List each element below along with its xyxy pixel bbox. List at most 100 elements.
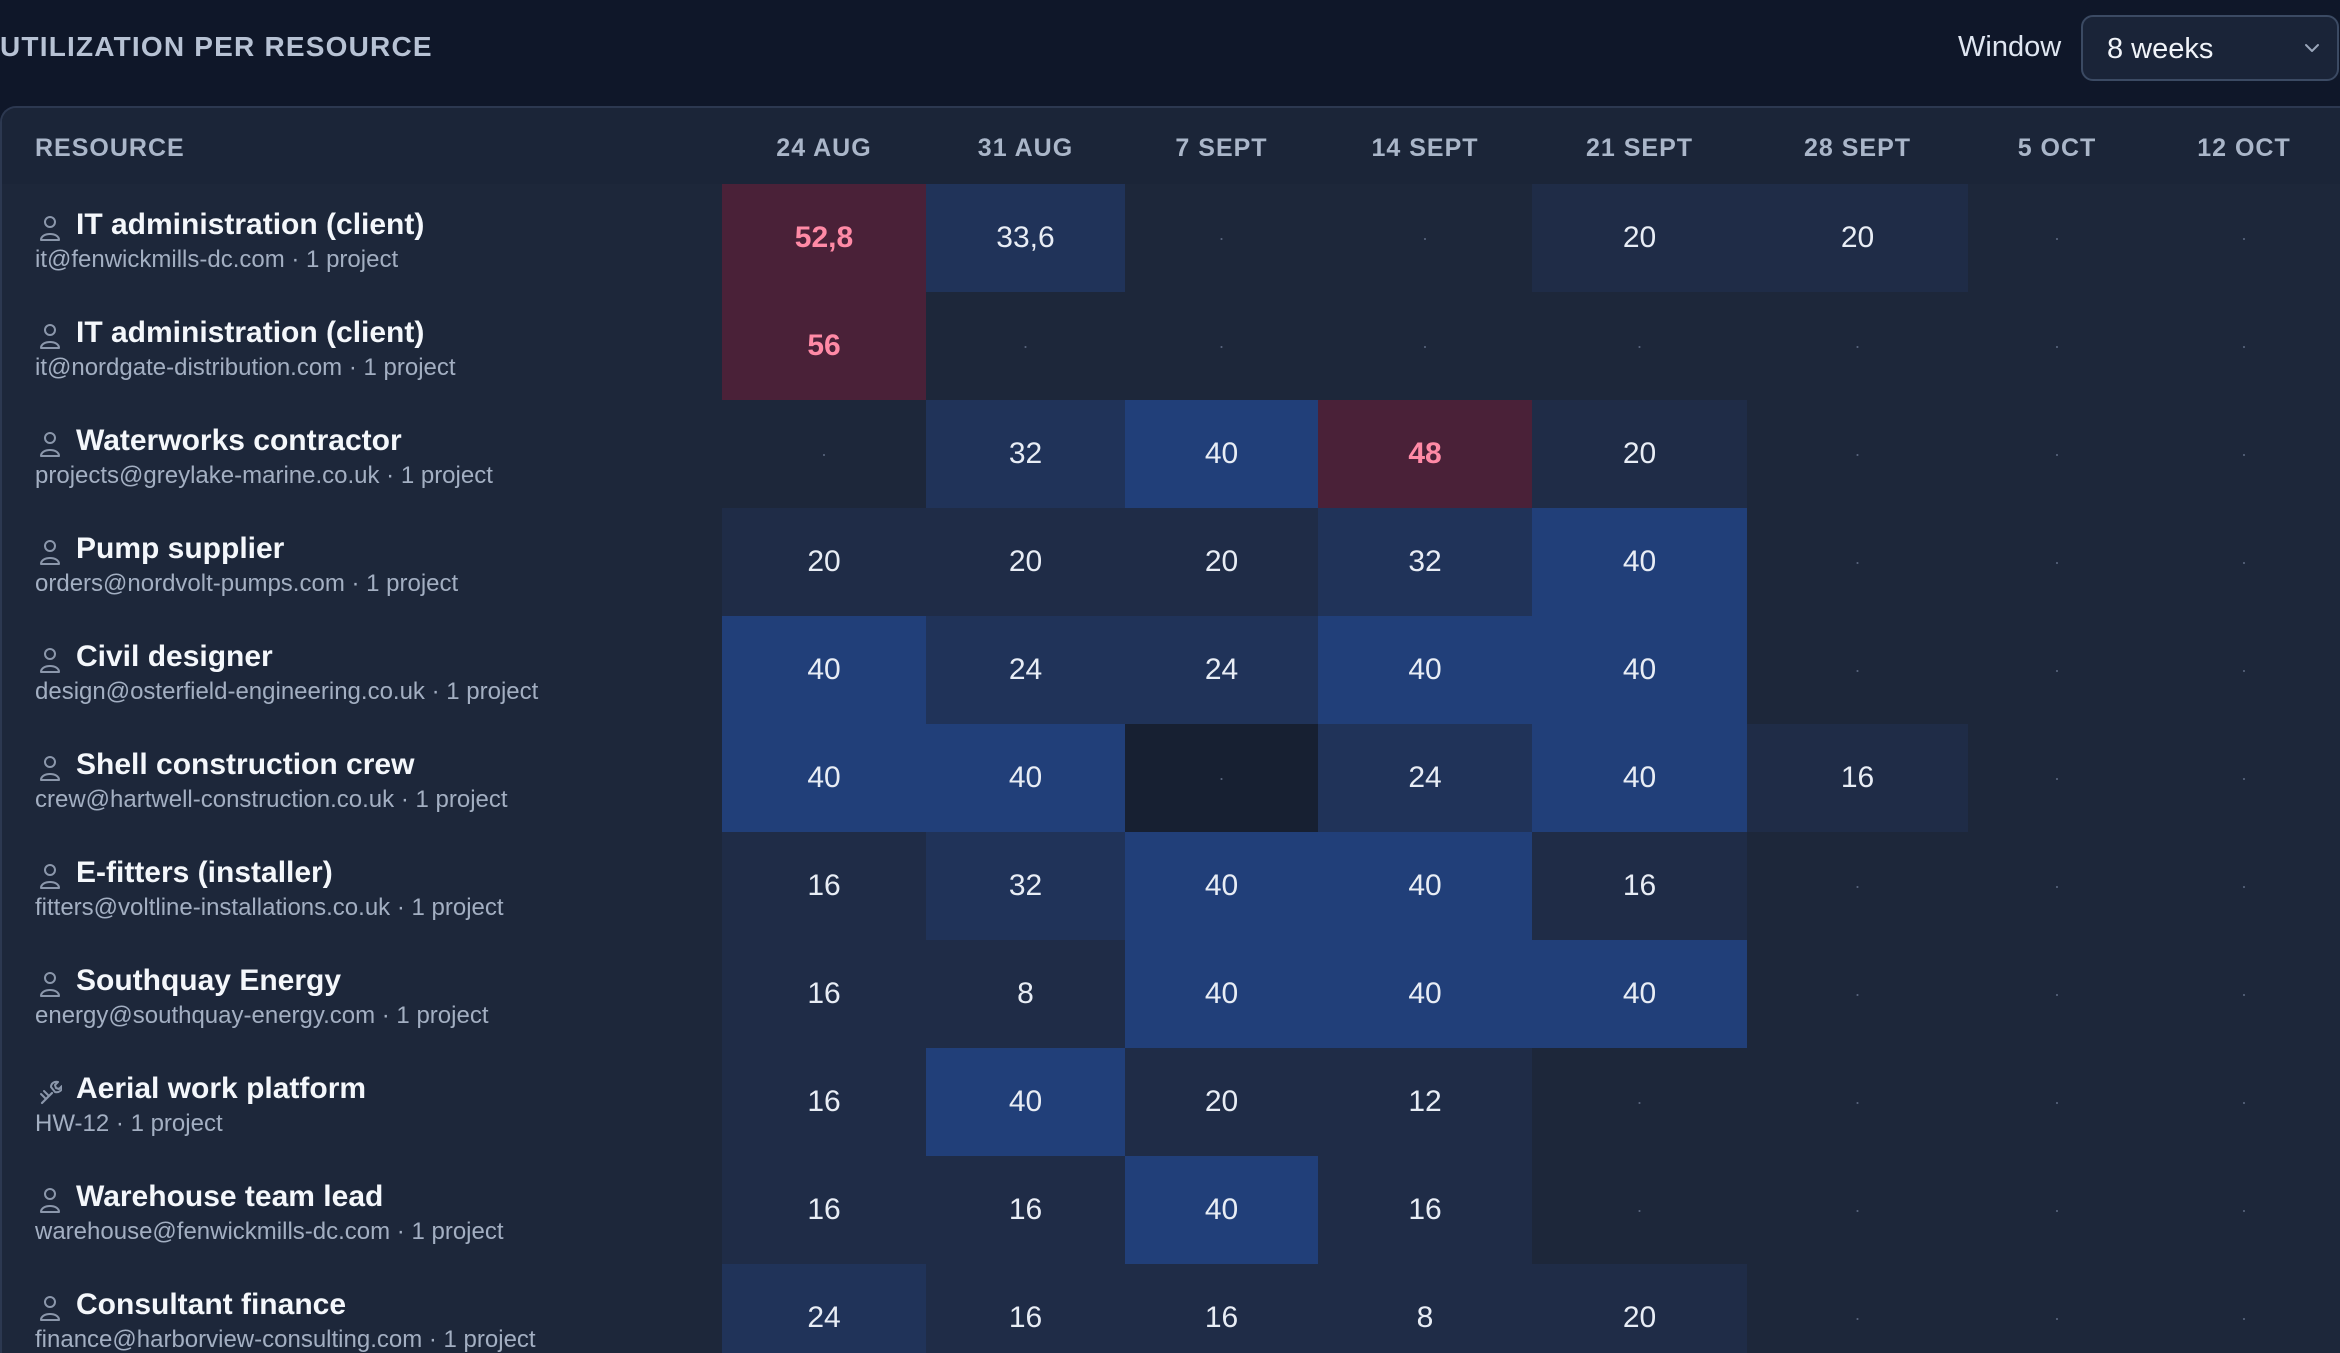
utilization-cell[interactable]: 40 — [1318, 940, 1532, 1048]
table-row[interactable]: Pump supplier orders@nordvolt-pumps.com ·… — [2, 508, 2340, 618]
utilization-cell[interactable]: 40 — [1125, 400, 1318, 508]
utilization-cell[interactable]: · — [1747, 1264, 1968, 1353]
utilization-cell[interactable]: · — [1747, 616, 1968, 724]
utilization-cell[interactable]: · — [2146, 1264, 2340, 1353]
utilization-cell[interactable]: 8 — [1318, 1264, 1532, 1353]
utilization-cell[interactable]: · — [1968, 940, 2146, 1048]
utilization-cell[interactable]: · — [1968, 724, 2146, 832]
utilization-cell[interactable]: 16 — [1125, 1264, 1318, 1353]
table-row[interactable]: IT administration (client) it@nordgate-di… — [2, 292, 2340, 402]
utilization-cell[interactable]: 40 — [1125, 1156, 1318, 1264]
utilization-cell[interactable]: 40 — [1318, 616, 1532, 724]
utilization-cell[interactable]: · — [1968, 832, 2146, 940]
table-row[interactable]: Shell construction crew crew@hartwell-con… — [2, 724, 2340, 834]
utilization-cell[interactable]: 16 — [1747, 724, 1968, 832]
utilization-cell[interactable]: 32 — [1318, 508, 1532, 616]
utilization-cell[interactable]: 20 — [1747, 184, 1968, 292]
utilization-cell[interactable]: 32 — [926, 832, 1125, 940]
utilization-cell[interactable]: 8 — [926, 940, 1125, 1048]
utilization-cell[interactable]: · — [2146, 184, 2340, 292]
utilization-cell[interactable]: 52,8 — [722, 184, 926, 292]
utilization-cell[interactable]: 40 — [1125, 832, 1318, 940]
table-row[interactable]: Aerial work platform HW-12 · 1 project 16 4… — [2, 1048, 2340, 1158]
utilization-cell[interactable]: · — [1968, 1264, 2146, 1353]
utilization-cell[interactable]: · — [1532, 292, 1747, 400]
utilization-cell[interactable]: · — [2146, 724, 2340, 832]
utilization-cell[interactable]: · — [1968, 1156, 2146, 1264]
utilization-cell[interactable]: 20 — [1125, 508, 1318, 616]
utilization-cell[interactable]: · — [2146, 832, 2340, 940]
utilization-cell[interactable]: 32 — [926, 400, 1125, 508]
utilization-cell[interactable]: · — [1125, 292, 1318, 400]
utilization-cell[interactable]: · — [1125, 724, 1318, 832]
utilization-cell[interactable]: · — [2146, 616, 2340, 724]
utilization-cell[interactable]: 16 — [722, 1048, 926, 1156]
table-row[interactable]: IT administration (client) it@fenwickmill… — [2, 184, 2340, 294]
utilization-cell[interactable]: · — [722, 400, 926, 508]
utilization-cell[interactable]: 40 — [1532, 616, 1747, 724]
utilization-cell[interactable]: 33,6 — [926, 184, 1125, 292]
utilization-cell[interactable]: 20 — [1532, 1264, 1747, 1353]
utilization-cell[interactable]: · — [2146, 940, 2340, 1048]
utilization-cell[interactable]: 40 — [722, 616, 926, 724]
utilization-cell[interactable]: 48 — [1318, 400, 1532, 508]
utilization-cell[interactable]: · — [1968, 508, 2146, 616]
table-row[interactable]: Warehouse team lead warehouse@fenwickmill… — [2, 1156, 2340, 1266]
utilization-cell[interactable]: 20 — [1125, 1048, 1318, 1156]
utilization-cell[interactable]: 40 — [1318, 832, 1532, 940]
utilization-cell[interactable]: 40 — [926, 724, 1125, 832]
utilization-cell[interactable]: 12 — [1318, 1048, 1532, 1156]
utilization-cell[interactable]: 16 — [926, 1156, 1125, 1264]
utilization-cell[interactable]: 40 — [926, 1048, 1125, 1156]
utilization-cell[interactable]: 16 — [722, 1156, 926, 1264]
utilization-cell[interactable]: 20 — [1532, 184, 1747, 292]
utilization-cell[interactable]: 24 — [926, 616, 1125, 724]
utilization-cell[interactable]: 40 — [722, 724, 926, 832]
utilization-cell[interactable]: 24 — [722, 1264, 926, 1353]
utilization-cell[interactable]: · — [1747, 1156, 1968, 1264]
utilization-cell[interactable]: · — [1532, 1156, 1747, 1264]
utilization-cell[interactable]: 20 — [722, 508, 926, 616]
utilization-cell[interactable]: · — [1968, 184, 2146, 292]
utilization-cell[interactable]: 40 — [1125, 940, 1318, 1048]
utilization-cell[interactable]: · — [1125, 184, 1318, 292]
utilization-cell[interactable]: · — [1532, 1048, 1747, 1156]
utilization-cell[interactable]: · — [1968, 292, 2146, 400]
utilization-cell[interactable]: · — [2146, 292, 2340, 400]
utilization-cell[interactable]: 16 — [1532, 832, 1747, 940]
utilization-cell[interactable]: · — [1968, 400, 2146, 508]
utilization-cell[interactable]: 40 — [1532, 724, 1747, 832]
utilization-cell[interactable]: · — [926, 292, 1125, 400]
table-row[interactable]: Waterworks contractor projects@greylake-m… — [2, 400, 2340, 510]
utilization-cell[interactable]: 40 — [1532, 940, 1747, 1048]
utilization-cell[interactable]: 20 — [1532, 400, 1747, 508]
utilization-cell[interactable]: · — [1318, 184, 1532, 292]
utilization-cell[interactable]: · — [2146, 400, 2340, 508]
utilization-cell[interactable]: 24 — [1125, 616, 1318, 724]
utilization-cell[interactable]: · — [2146, 508, 2340, 616]
table-row[interactable]: Civil designer design@osterfield-engineer… — [2, 616, 2340, 726]
utilization-cell[interactable]: 24 — [1318, 724, 1532, 832]
utilization-cell[interactable]: 16 — [722, 940, 926, 1048]
utilization-cell[interactable]: · — [1747, 400, 1968, 508]
utilization-cell[interactable]: 16 — [1318, 1156, 1532, 1264]
utilization-cell[interactable]: 16 — [722, 832, 926, 940]
utilization-cell[interactable]: · — [2146, 1156, 2340, 1264]
utilization-cell[interactable]: · — [1747, 940, 1968, 1048]
table-row[interactable]: E-fitters (installer) fitters@voltline-in… — [2, 832, 2340, 942]
window-select[interactable]: 8 weeks — [2081, 15, 2339, 81]
utilization-cell[interactable]: · — [2146, 1048, 2340, 1156]
utilization-cell[interactable]: · — [1747, 1048, 1968, 1156]
utilization-cell[interactable]: 20 — [926, 508, 1125, 616]
utilization-cell[interactable]: · — [1747, 832, 1968, 940]
utilization-cell[interactable]: 40 — [1532, 508, 1747, 616]
utilization-cell[interactable]: · — [1747, 508, 1968, 616]
utilization-cell[interactable]: · — [1968, 616, 2146, 724]
utilization-cell[interactable]: · — [1968, 1048, 2146, 1156]
utilization-cell[interactable]: · — [1318, 292, 1532, 400]
utilization-cell[interactable]: · — [1747, 292, 1968, 400]
utilization-cell[interactable]: 56 — [722, 292, 926, 400]
utilization-cell[interactable]: 16 — [926, 1264, 1125, 1353]
table-row[interactable]: Southquay Energy energy@southquay-energy.… — [2, 940, 2340, 1050]
table-row[interactable]: Consultant finance finance@harborview-con… — [2, 1264, 2340, 1353]
